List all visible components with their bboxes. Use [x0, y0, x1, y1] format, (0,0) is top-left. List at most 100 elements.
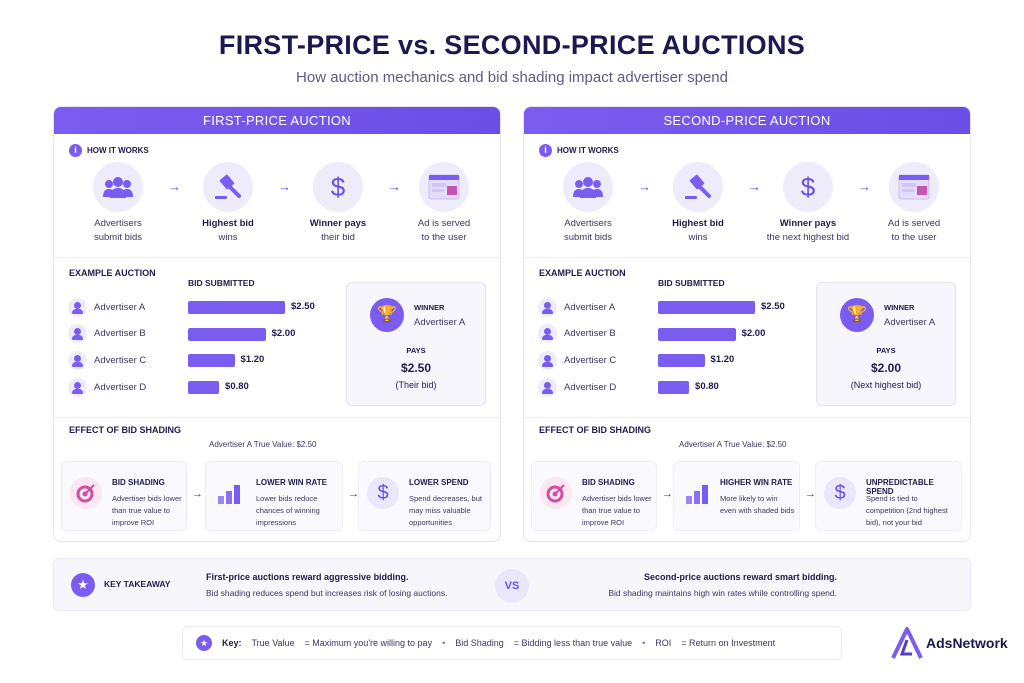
takeaway-right-bold: Second-price auctions reward smart biddi… [643, 572, 837, 582]
step-line-2: wins [218, 232, 238, 243]
card-text: More likely to win even with shaded bids [720, 494, 795, 515]
card-text: Advertiser bids lower than true value to… [582, 494, 652, 527]
bid-bar [658, 301, 755, 314]
advertiser-name: Advertiser A [564, 301, 616, 313]
user-icon [538, 297, 557, 317]
star-icon: ★ [71, 573, 95, 597]
step-text: Winner pays their bid [288, 217, 388, 245]
bid-bar [658, 354, 705, 368]
arrow-right-icon: → [748, 179, 761, 194]
takeaway-left-bold: First-price auctions reward aggressive b… [206, 572, 409, 582]
effect-card: LOWER WIN RATE Lower bids reduce chances… [205, 461, 343, 531]
arrow-right-icon: → [805, 488, 816, 500]
key-def-bid-shading: = Bidding less than true value [513, 638, 633, 648]
step-line-1: Advertisers [94, 218, 142, 229]
pays-amount: $2.50 [400, 361, 432, 375]
ad-window-icon [889, 162, 939, 212]
arrow-right-icon: → [168, 179, 181, 194]
divider [54, 417, 500, 418]
user-icon [68, 324, 87, 344]
step-3: $ Winner pays the next highest bid [758, 162, 858, 245]
winner-name: Advertiser A [884, 317, 936, 328]
users-icon [563, 162, 613, 212]
info-icon: i [539, 144, 552, 157]
ad-window-icon [419, 162, 469, 212]
effect-card: $ UNPREDICTABLE SPEND Spend is tied to c… [815, 461, 962, 531]
advertiser-name: Advertiser C [564, 354, 617, 366]
effect-card: $ LOWER SPEND Spend decreases, but may m… [358, 461, 491, 531]
star-icon: ★ [196, 635, 212, 651]
bid-value: $2.00 [271, 327, 296, 339]
winner-name: Advertiser A [414, 317, 466, 328]
card-text: Advertiser bids lower than true value to… [112, 494, 182, 527]
step-text: Advertisers submit bids [68, 217, 168, 245]
panel-header: FIRST-PRICE AUCTION [54, 107, 500, 134]
step-line-1: Ad is served [887, 218, 941, 229]
user-icon [538, 324, 557, 344]
takeaway-left-text: Bid shading reduces spend but increases … [206, 588, 448, 598]
step-text: Advertisers submit bids [538, 217, 638, 245]
card-title: BID SHADING [582, 478, 635, 487]
effect-card: HIGHER WIN RATE More likely to win even … [673, 461, 800, 531]
bid-bar [188, 381, 220, 395]
key-label: Key: [222, 638, 242, 648]
arrow-right-icon: → [638, 179, 651, 194]
bullet: • [642, 638, 646, 648]
logo-mark-icon [891, 627, 923, 659]
bid-value: $2.00 [741, 327, 766, 339]
winner-label: WINNER [884, 303, 915, 312]
bid-submitted-label: BID SUBMITTED [658, 278, 725, 288]
user-icon [68, 377, 87, 397]
page-title: FIRST-PRICE vs. SECOND-PRICE AUCTIONS [218, 30, 806, 60]
step-line-1: Highest bid [672, 218, 724, 229]
key-term-true-value: True Value [251, 638, 295, 648]
step-line-2: to the user [891, 232, 937, 243]
card-title: LOWER WIN RATE [256, 478, 327, 487]
divider [524, 257, 970, 258]
target-icon [540, 477, 572, 509]
key-def-roi: = Return on Investment [681, 638, 776, 648]
bid-bar [188, 354, 235, 368]
step-line-1: Advertisers [564, 218, 612, 229]
arrow-right-icon: → [388, 179, 401, 194]
step-1: Advertisers submit bids [538, 162, 638, 245]
bid-value: $2.50 [291, 301, 315, 312]
takeaway-right-text: Bid shading maintains high win rates whi… [608, 588, 837, 598]
bullet: • [442, 638, 446, 648]
card-title: LOWER SPEND [409, 478, 469, 487]
key-term-roi: ROI [655, 638, 672, 648]
pays-note: (Next highest bid) [850, 380, 922, 390]
step-4: Ad is served to the user [864, 162, 964, 245]
example-auction-label: EXAMPLE AUCTION [539, 268, 626, 278]
step-text: Highest bid wins [178, 217, 278, 245]
user-icon [538, 377, 557, 397]
user-icon [68, 350, 87, 370]
user-icon [68, 297, 87, 317]
arrow-right-icon: → [278, 179, 291, 194]
bid-value: $1.20 [710, 354, 735, 366]
arrow-right-icon: → [662, 488, 673, 500]
step-text: Winner pays the next highest bid [758, 217, 858, 245]
step-2: Highest bid wins [648, 162, 748, 245]
key-term-bid-shading: Bid Shading [455, 638, 504, 648]
key-def-true-value: = Maximum you're willing to pay [304, 638, 433, 648]
advertiser-name: Advertiser D [94, 381, 147, 393]
divider [54, 257, 500, 258]
advertiser-name: Advertiser B [564, 328, 616, 340]
bar-chart-icon [214, 477, 246, 509]
step-2: Highest bid wins [178, 162, 278, 245]
bid-bar [658, 327, 736, 341]
panel-header: SECOND-PRICE AUCTION [524, 107, 970, 134]
step-line-1: Winner pays [309, 218, 367, 229]
pays-note: (Their bid) [395, 380, 437, 390]
arrow-right-icon: → [192, 488, 203, 500]
step-1: Advertisers submit bids [68, 162, 168, 245]
bid-row: Advertiser A [538, 297, 615, 317]
bid-value: $2.50 [761, 301, 785, 312]
step-text: Ad is served to the user [864, 217, 964, 245]
takeaway-label: KEY TAKEAWAY [104, 579, 171, 589]
bid-bar [188, 327, 266, 341]
bid-row: Advertiser B [68, 324, 146, 344]
dollar-icon: $ [313, 162, 363, 212]
step-3: $ Winner pays their bid [288, 162, 388, 245]
